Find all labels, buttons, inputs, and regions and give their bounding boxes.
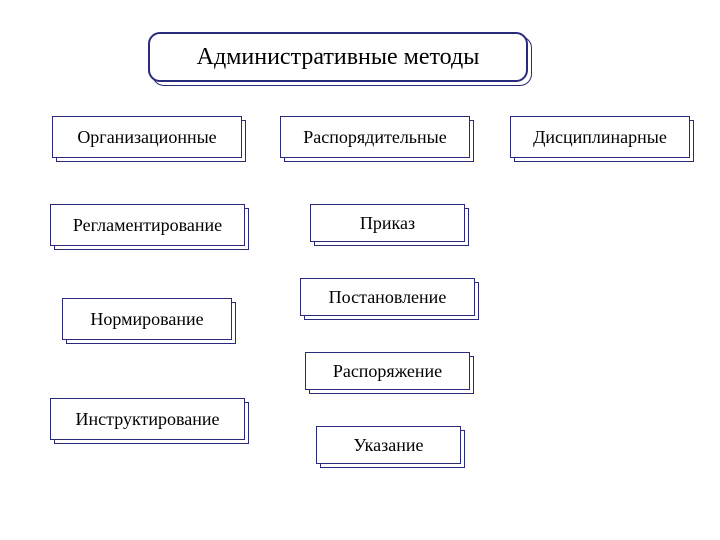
left-label-1: Нормирование: [90, 309, 203, 330]
row1-label-1: Распорядительные: [303, 127, 446, 148]
row1-box-2: Дисциплинарные: [510, 116, 690, 158]
row1-box-1: Распорядительные: [280, 116, 470, 158]
row1-box-0: Организационные: [52, 116, 242, 158]
left-label-0: Регламентирование: [73, 215, 222, 236]
mid-box-0: Приказ: [310, 204, 465, 242]
mid-box-1: Постановление: [300, 278, 475, 316]
mid-box-2: Распоряжение: [305, 352, 470, 390]
mid-label-1: Постановление: [329, 287, 447, 308]
mid-box-3: Указание: [316, 426, 461, 464]
title-text: Административные методы: [197, 44, 480, 71]
mid-label-0: Приказ: [360, 213, 415, 234]
left-label-2: Инструктирование: [76, 409, 220, 430]
left-box-1: Нормирование: [62, 298, 232, 340]
left-box-0: Регламентирование: [50, 204, 245, 246]
left-box-2: Инструктирование: [50, 398, 245, 440]
row1-label-2: Дисциплинарные: [533, 127, 667, 148]
row1-label-0: Организационные: [77, 127, 216, 148]
mid-label-2: Распоряжение: [333, 361, 442, 382]
mid-label-3: Указание: [354, 435, 424, 456]
title-box: Административные методы: [148, 32, 528, 82]
